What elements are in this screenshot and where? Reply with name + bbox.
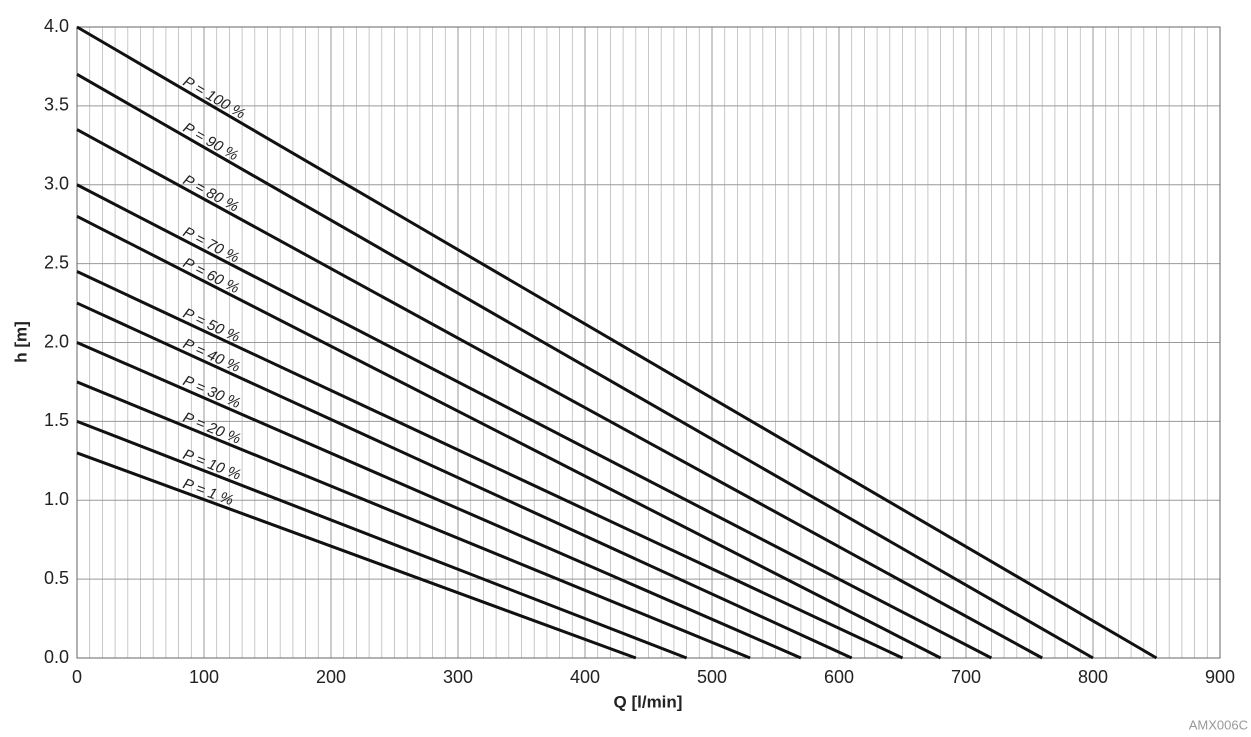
y-tick-label: 2.0 xyxy=(44,331,69,351)
x-axis-title: Q [l/min] xyxy=(614,692,683,711)
y-tick-label: 2.5 xyxy=(44,252,69,272)
series-line xyxy=(76,270,904,660)
series-line xyxy=(76,214,942,660)
x-tick-label: 800 xyxy=(1078,667,1108,687)
series-line xyxy=(76,73,1094,660)
series-line xyxy=(76,341,802,660)
series-line xyxy=(76,451,637,660)
x-tick-label: 700 xyxy=(951,667,981,687)
series-label: P = 20 % xyxy=(180,409,243,448)
y-tick-label: 3.5 xyxy=(44,95,69,115)
x-tick-label: 200 xyxy=(316,667,346,687)
series-label: P = 90 % xyxy=(180,119,241,164)
y-tick-label: 4.0 xyxy=(44,16,69,36)
x-tick-label: 400 xyxy=(570,667,600,687)
series-line xyxy=(76,128,1043,660)
x-tick-label: 100 xyxy=(189,667,219,687)
series-line xyxy=(76,419,688,660)
series-line xyxy=(76,25,1158,660)
y-tick-label: 1.0 xyxy=(44,489,69,509)
watermark: AMX006C xyxy=(1189,717,1248,732)
x-tick-label: 500 xyxy=(697,667,727,687)
series-line xyxy=(76,301,853,660)
x-tick-label: 900 xyxy=(1205,667,1235,687)
series-line xyxy=(76,183,993,660)
y-tick-label: 0.0 xyxy=(44,647,69,667)
series-line xyxy=(76,380,751,660)
series-label: P = 80 % xyxy=(180,172,241,216)
y-tick-label: 1.5 xyxy=(44,410,69,430)
y-tick-label: 0.5 xyxy=(44,568,69,588)
series-label: P = 100 % xyxy=(180,73,248,123)
y-tick-label: 3.0 xyxy=(44,174,69,194)
y-axis-title: h [m] xyxy=(11,321,30,363)
x-tick-label: 600 xyxy=(824,667,854,687)
x-tick-label: 300 xyxy=(443,667,473,687)
x-tick-label: 0 xyxy=(72,667,82,687)
